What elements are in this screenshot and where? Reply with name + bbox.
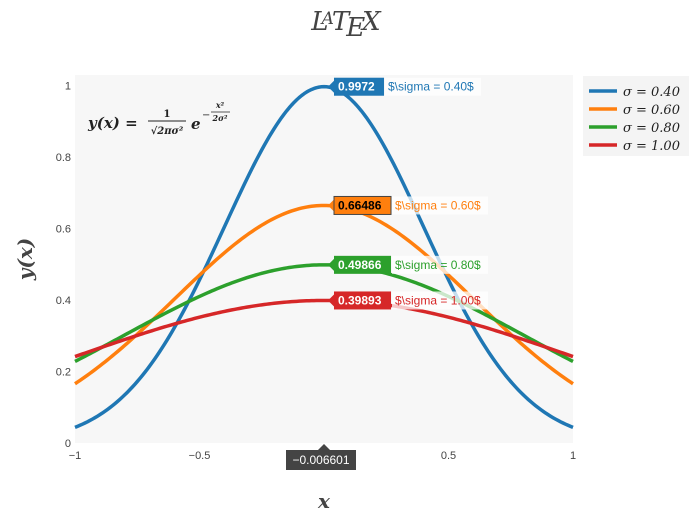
y-axis-title: y(x) (13, 238, 37, 281)
hover-box (333, 195, 392, 215)
legend-label[interactable]: σ = 0.60 (623, 103, 680, 118)
hover-box (334, 255, 391, 274)
x-tick-label: 1 (570, 450, 576, 462)
x-tick-label: −0.5 (189, 450, 211, 462)
series-line[interactable] (74, 203, 574, 386)
hover-label-bg (392, 255, 488, 274)
legend-label[interactable]: σ = 0.40 (623, 85, 680, 100)
y-tick-label: 0.6 (56, 224, 71, 236)
hover-labels: 0.9972 $\sigma = 0.40$ 0.66486 $\sigma = 0.… (328, 77, 488, 310)
y-tick-label: 0.8 (56, 152, 71, 164)
x-hover-label: −0.006601 (286, 444, 356, 470)
chart-title: LATEX (310, 7, 382, 43)
legend-label[interactable]: σ = 0.80 (623, 121, 680, 136)
hover-series-label: $\sigma = 0.80$ (395, 258, 481, 272)
formula-frac-num: 1 (164, 109, 171, 120)
hover-pointer (328, 199, 334, 212)
formula-annotation: y(x) = 1 √2πσ² e − x² 2σ² (87, 100, 230, 137)
hover-value: 0.9972 (338, 80, 375, 94)
hover-series-label: $\sigma = 0.60$ (395, 198, 481, 212)
series-line[interactable] (74, 84, 574, 429)
formula-exp-num: x² (215, 100, 225, 110)
plot-area[interactable] (75, 75, 573, 443)
y-tick-label: 0.2 (56, 367, 71, 379)
y-tick-label: 0 (65, 438, 71, 450)
hover-box (334, 77, 384, 96)
series-line[interactable] (74, 263, 574, 363)
formula-frac-den: √2πσ² (151, 125, 184, 137)
hover-label-bg (385, 77, 481, 96)
hover-label-bg (392, 196, 488, 215)
formula-exp-den: 2σ² (212, 113, 228, 123)
hover-value: 0.66486 (338, 198, 382, 212)
hover-pointer (328, 294, 334, 307)
formula-exp-minus: − (202, 110, 210, 121)
hover-value: 0.49866 (338, 258, 382, 272)
legend-label[interactable]: σ = 1.00 (623, 139, 680, 154)
hover-pointer (328, 80, 334, 93)
formula-exp-base: e (191, 115, 201, 133)
legend: σ = 0.40 σ = 0.60 σ = 0.80 σ = 1.00 (583, 76, 689, 156)
x-hover-value: −0.006601 (292, 453, 349, 467)
y-tick-label: 0.4 (56, 295, 71, 307)
hover-label-bg (392, 291, 488, 310)
series-group (74, 84, 574, 429)
hover-series-label: $\sigma = 0.40$ (388, 80, 474, 94)
y-axis: 0 0.2 0.4 0.6 0.8 1 (56, 81, 71, 450)
hover-value: 0.39893 (338, 293, 382, 307)
x-tick-label: 0.5 (441, 450, 456, 462)
series-line[interactable] (74, 298, 574, 359)
hover-series-label: $\sigma = 1.00$ (395, 293, 481, 307)
y-tick-label: 1 (65, 81, 71, 93)
formula-lhs: y(x) = (87, 114, 138, 132)
x-axis-title: x (317, 489, 331, 513)
hover-box (334, 291, 391, 310)
hover-pointer (328, 258, 334, 271)
x-tick-label: −1 (69, 450, 82, 462)
